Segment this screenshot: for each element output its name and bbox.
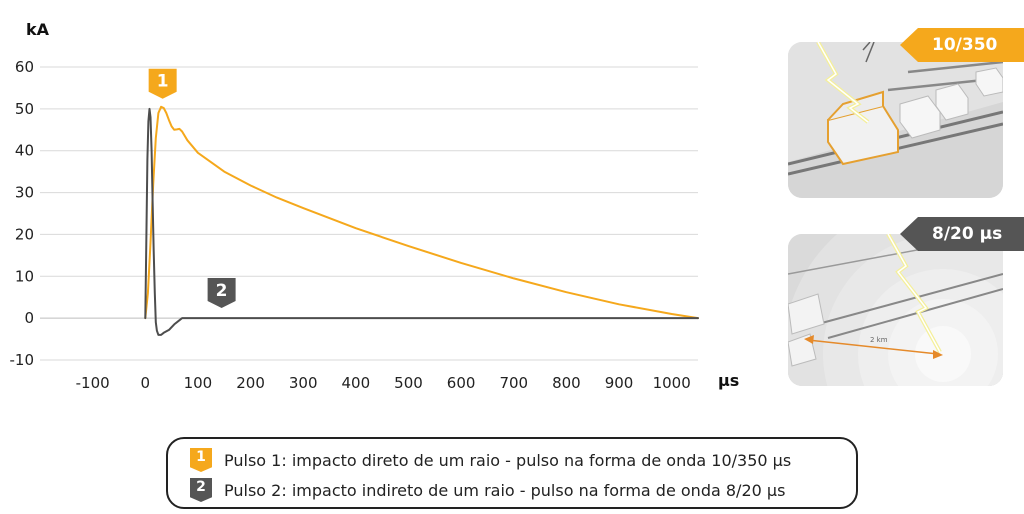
legend-text-1: Pulso 1: impacto direto de um raio - pul… bbox=[224, 450, 792, 470]
indirect-strike-illustration: 2 km bbox=[788, 234, 1003, 386]
legend-badge-2: 2 bbox=[190, 478, 212, 502]
pulse-marker-label: 1 bbox=[157, 72, 169, 92]
legend-badge-1: 1 bbox=[190, 448, 212, 472]
x-tick-label: 400 bbox=[342, 374, 371, 392]
pulse-marker-label: 2 bbox=[216, 281, 228, 301]
x-tick-label: 800 bbox=[552, 374, 581, 392]
x-tick-label: 1000 bbox=[653, 374, 691, 392]
x-tick-label: 100 bbox=[184, 374, 213, 392]
x-tick-label: 500 bbox=[394, 374, 423, 392]
y-tick-label: 30 bbox=[15, 184, 34, 202]
direct-strike-illustration bbox=[788, 42, 1003, 198]
y-tick-label: 40 bbox=[15, 142, 34, 160]
distance-label: 2 km bbox=[870, 336, 888, 344]
pulse-marker-shape bbox=[207, 278, 236, 309]
series-line-pulse-2 bbox=[144, 107, 699, 336]
grid-lines bbox=[40, 66, 698, 361]
series-line-pulse-1 bbox=[144, 105, 699, 320]
y-tick-label: 0 bbox=[24, 309, 34, 327]
x-tick-labels: -100 0 100 200 300 400 500 600 700 800 900 1000 bbox=[76, 374, 691, 392]
y-tick-label: 20 bbox=[15, 225, 34, 243]
legend-item-pulse-2: 2 Pulso 2: impacto indireto de um raio -… bbox=[190, 478, 785, 502]
pulse-marker-2: 2 bbox=[207, 278, 236, 309]
x-tick-label: 900 bbox=[605, 374, 634, 392]
x-tick-label: 0 bbox=[141, 374, 151, 392]
series-lines bbox=[144, 105, 699, 336]
x-tick-label: 200 bbox=[236, 374, 265, 392]
y-tick-label: 60 bbox=[15, 58, 34, 76]
y-tick-label: 10 bbox=[15, 267, 34, 285]
y-tick-label: 50 bbox=[15, 100, 34, 118]
x-axis-unit: µs bbox=[718, 371, 739, 390]
x-tick-label: -100 bbox=[76, 374, 110, 392]
x-tick-label: 300 bbox=[289, 374, 318, 392]
y-tick-label: -10 bbox=[10, 351, 35, 369]
legend-item-pulse-1: 1 Pulso 1: impacto direto de um raio - p… bbox=[190, 448, 791, 472]
pulse-marker-1: 1 bbox=[148, 68, 177, 99]
waveform-tag-8-20: 8/20 µs bbox=[900, 217, 1024, 251]
legend-text-2: Pulso 2: impacto indireto de um raio - p… bbox=[224, 480, 786, 500]
pulse-marker-shape bbox=[148, 68, 177, 99]
y-tick-labels: -10 0 10 20 30 40 50 60 bbox=[10, 58, 35, 369]
x-tick-label: 700 bbox=[499, 374, 528, 392]
pulse-markers: 12 bbox=[148, 68, 236, 309]
x-tick-label: 600 bbox=[447, 374, 476, 392]
y-axis-unit: kA bbox=[26, 20, 50, 39]
legend-box: 1 Pulso 1: impacto direto de um raio - p… bbox=[166, 437, 858, 509]
waveform-tag-10-350: 10/350 µs bbox=[900, 28, 1024, 62]
